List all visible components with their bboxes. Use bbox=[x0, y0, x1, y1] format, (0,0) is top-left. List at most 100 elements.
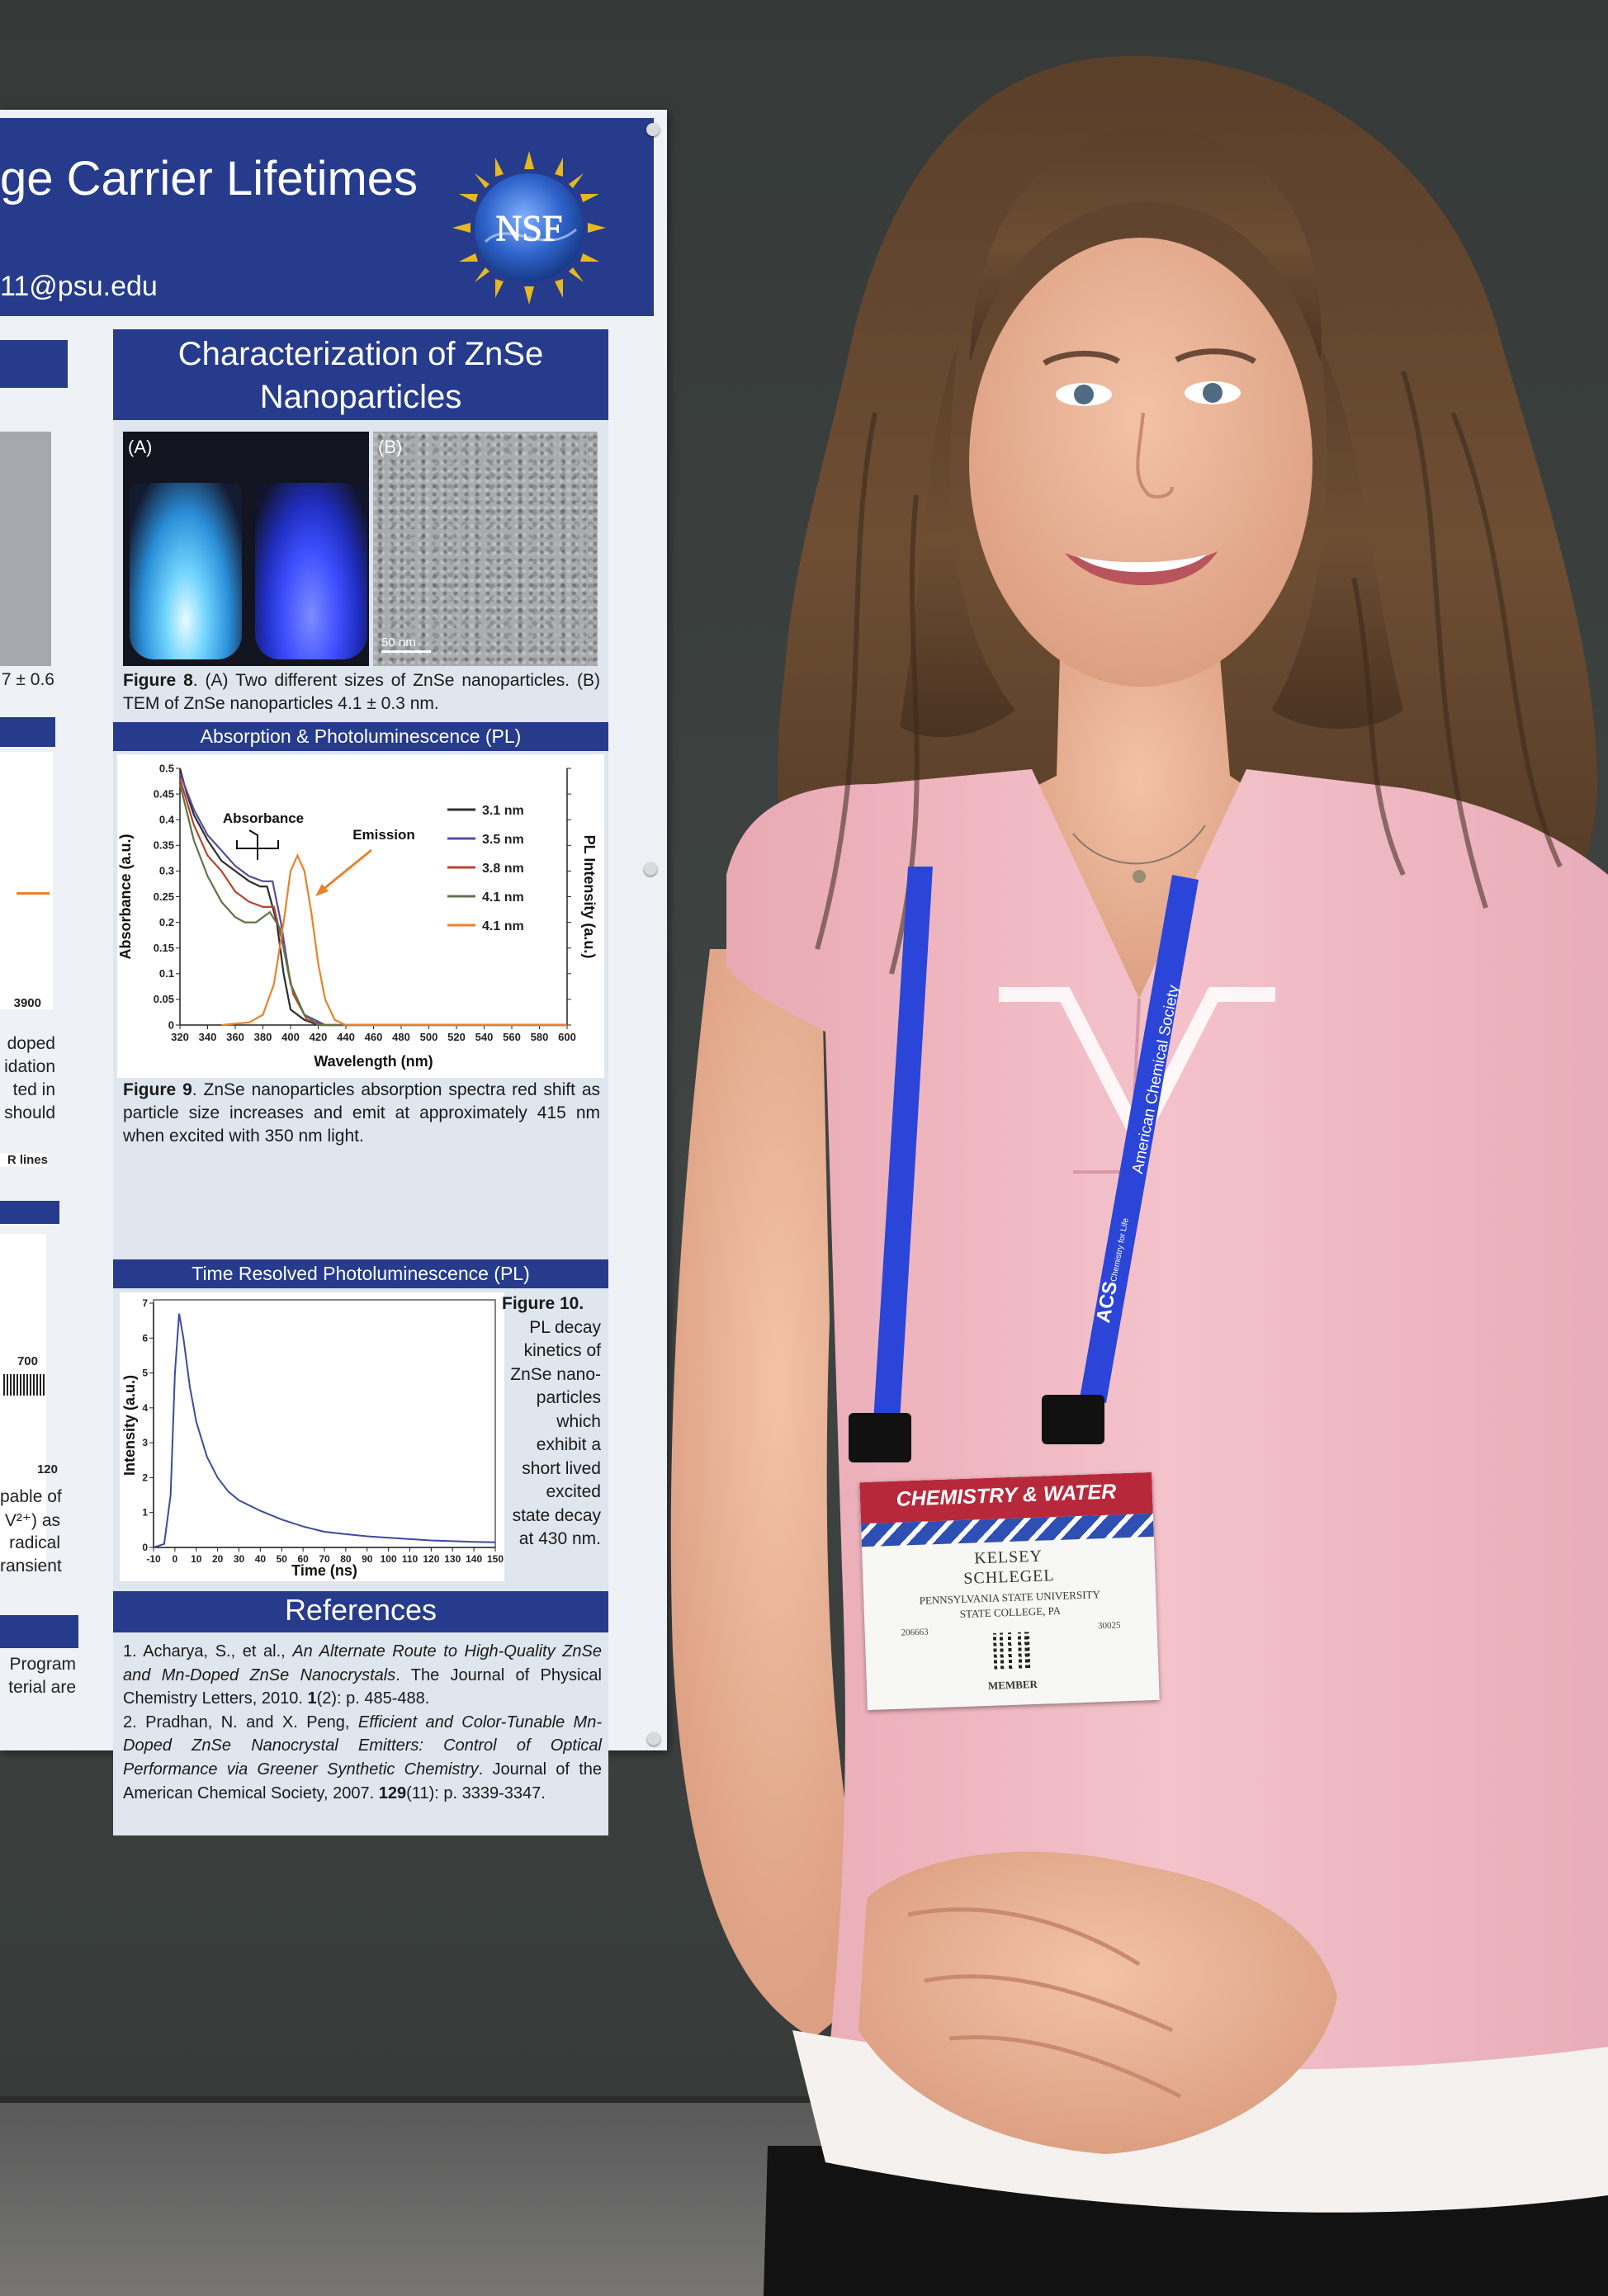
x-tick-label: 380 bbox=[254, 1031, 272, 1043]
left-column-structure-fragment bbox=[0, 1234, 46, 1564]
x-tick-label: 100 bbox=[381, 1553, 397, 1565]
y-tick-label: 0.45 bbox=[154, 787, 174, 800]
x-tick-label: 60 bbox=[297, 1553, 309, 1565]
nsf-logo-text: NSF bbox=[496, 208, 563, 248]
left-fragment-1: 7 ± 0.6 bbox=[1, 670, 54, 689]
series-line bbox=[178, 778, 567, 1027]
y-tick-label: 0.3 bbox=[159, 865, 174, 877]
figure-10-line: state decay bbox=[512, 1505, 601, 1525]
x-tick-label: 150 bbox=[487, 1553, 504, 1565]
figure-8-label: Figure 8 bbox=[123, 671, 193, 690]
floor bbox=[0, 2103, 1608, 2296]
x-tick-label: 540 bbox=[475, 1031, 494, 1043]
nsf-logo: NSF bbox=[452, 151, 606, 305]
x-tick-label: 320 bbox=[171, 1031, 189, 1043]
x-tick-label: 80 bbox=[340, 1553, 352, 1565]
y-tick-label: 5 bbox=[142, 1368, 148, 1379]
x-tick-label: 140 bbox=[466, 1553, 482, 1565]
poster-right-column: Characterization of ZnSe Nanoparticles (… bbox=[113, 329, 608, 1835]
photo-vials: (A) bbox=[123, 432, 369, 666]
y-tick-label: 0 bbox=[168, 1018, 174, 1031]
y-tick-label: 4 bbox=[142, 1402, 148, 1414]
x-axis-label: Time (ns) bbox=[291, 1562, 357, 1579]
y-axis-label: Intensity (a.u.) bbox=[121, 1375, 138, 1476]
y2-axis-label: PL Intensity (a.u.) bbox=[581, 835, 598, 959]
left-fragment-14: Program bbox=[9, 1655, 76, 1674]
x-tick-label: 110 bbox=[402, 1553, 419, 1565]
x-tick-label: 130 bbox=[444, 1553, 461, 1565]
left-fragment-2: 3900 bbox=[13, 996, 41, 1010]
y-tick-label: 0.5 bbox=[159, 762, 174, 774]
left-column-section-bar bbox=[0, 717, 55, 747]
figure-10-caption: Figure 10. PL decay kinetics of ZnSe nano-p… bbox=[502, 1292, 601, 1552]
figure-10-line: at 430 nm. bbox=[518, 1529, 601, 1548]
x-tick-label: 580 bbox=[531, 1031, 549, 1043]
photo-b-label: (B) bbox=[378, 437, 403, 457]
vial-blue bbox=[255, 483, 367, 659]
x-tick-label: 440 bbox=[337, 1031, 355, 1043]
figure-10-line: ZnSe nano- bbox=[510, 1364, 601, 1384]
legend-label: 3.5 nm bbox=[482, 833, 524, 847]
reference-1: 1. Acharya, S., et al., An Alternate Rou… bbox=[123, 1640, 602, 1711]
pushpin-bottom bbox=[647, 1732, 660, 1746]
x-axis-label: Wavelength (nm) bbox=[314, 1053, 433, 1070]
left-fragment-6: should bbox=[4, 1103, 55, 1122]
badge-id-right: 30025 bbox=[1097, 1620, 1121, 1632]
pushpin-top bbox=[646, 123, 660, 136]
figure-10-line: Figure 10. bbox=[502, 1294, 584, 1313]
figure-10-line: excited bbox=[546, 1482, 601, 1501]
y-tick-label: 0.35 bbox=[154, 839, 174, 852]
reference-2: 2. Pradhan, N. and X. Peng, Efficient an… bbox=[123, 1711, 602, 1805]
legend-label: 4.1 nm bbox=[482, 919, 524, 933]
x-tick-label: 70 bbox=[319, 1553, 330, 1565]
absorption-chart-box: 320 340 360 380 400 420 440 460 480 500 520 540 560 5… bbox=[117, 754, 604, 1078]
series-line bbox=[178, 783, 567, 1027]
figure-10-line: which bbox=[556, 1411, 601, 1431]
legend-label: 3.1 nm bbox=[482, 804, 524, 818]
y-tick-label: 0.25 bbox=[154, 891, 174, 903]
x-tick-label: 500 bbox=[420, 1031, 438, 1043]
x-tick-label: 90 bbox=[362, 1553, 373, 1565]
left-fragment-5: ted in bbox=[12, 1080, 55, 1099]
y-tick-label: 6 bbox=[142, 1332, 148, 1344]
left-column-section-bar-2 bbox=[0, 1201, 59, 1224]
x-tick-label: 600 bbox=[558, 1031, 576, 1043]
photo-tem: (B) 50 nm bbox=[373, 432, 598, 666]
photo-a-label: (A) bbox=[128, 437, 153, 457]
legend-label: 3.8 nm bbox=[482, 862, 524, 876]
y-tick-label: 2 bbox=[142, 1472, 148, 1483]
left-column-section-bar-3 bbox=[0, 1615, 78, 1648]
y-tick-label: 3 bbox=[142, 1437, 148, 1448]
decay-chart-box: -10 0 10 20 30 40 50 60 70 80 90 100 110 120 130 140 150… bbox=[120, 1292, 504, 1581]
figure-9-caption: Figure 9. ZnSe nanoparticles absorption … bbox=[123, 1079, 600, 1148]
annotation-emission: Emission bbox=[352, 827, 415, 843]
series-line bbox=[153, 1313, 496, 1548]
left-column-chart-fragment bbox=[0, 752, 53, 1009]
section-heading-characterization: Characterization of ZnSe Nanoparticles bbox=[113, 329, 608, 420]
name-badge: CHEMISTRY & WATER KELSEY SCHLEGEL PENNSY… bbox=[859, 1472, 1160, 1711]
left-column-tem-image bbox=[0, 432, 51, 666]
plot-frame bbox=[153, 1299, 496, 1548]
x-tick-label: 400 bbox=[281, 1031, 300, 1043]
x-tick-label: 560 bbox=[503, 1031, 521, 1043]
reference-volume: 129 bbox=[378, 1783, 407, 1802]
figure-9-text: . ZnSe nanoparticles absorption spectra … bbox=[123, 1080, 601, 1146]
vial-cyan bbox=[130, 483, 242, 659]
absorption-chart: 320 340 360 380 400 420 440 460 480 500 520 540 560 5… bbox=[117, 762, 598, 1070]
badge-id-left: 206663 bbox=[901, 1627, 929, 1638]
x-tick-label: 460 bbox=[365, 1031, 383, 1043]
reference-authors: Acharya, S., et al., bbox=[143, 1642, 293, 1661]
badge-qr-code bbox=[992, 1632, 1031, 1670]
y-tick-label: 0.05 bbox=[154, 993, 174, 1005]
left-fragment-8: 700 bbox=[17, 1354, 38, 1368]
x-tick-label: -10 bbox=[146, 1553, 161, 1565]
x-tick-label: 360 bbox=[226, 1031, 244, 1043]
poster-header: ge Carrier Lifetimes 11@psu.edu NSF bbox=[0, 118, 654, 316]
annotation-arrow bbox=[318, 848, 372, 895]
left-fragment-3: doped bbox=[7, 1034, 55, 1053]
reference-title: An Alternate Route to High-Quality ZnSe … bbox=[123, 1642, 602, 1684]
x-tick-label: 0 bbox=[173, 1553, 178, 1565]
figure-10-line: short lived bbox=[522, 1458, 601, 1478]
left-fragment-7: R lines bbox=[0, 1153, 48, 1167]
figure-10-line: PL decay bbox=[529, 1317, 601, 1337]
